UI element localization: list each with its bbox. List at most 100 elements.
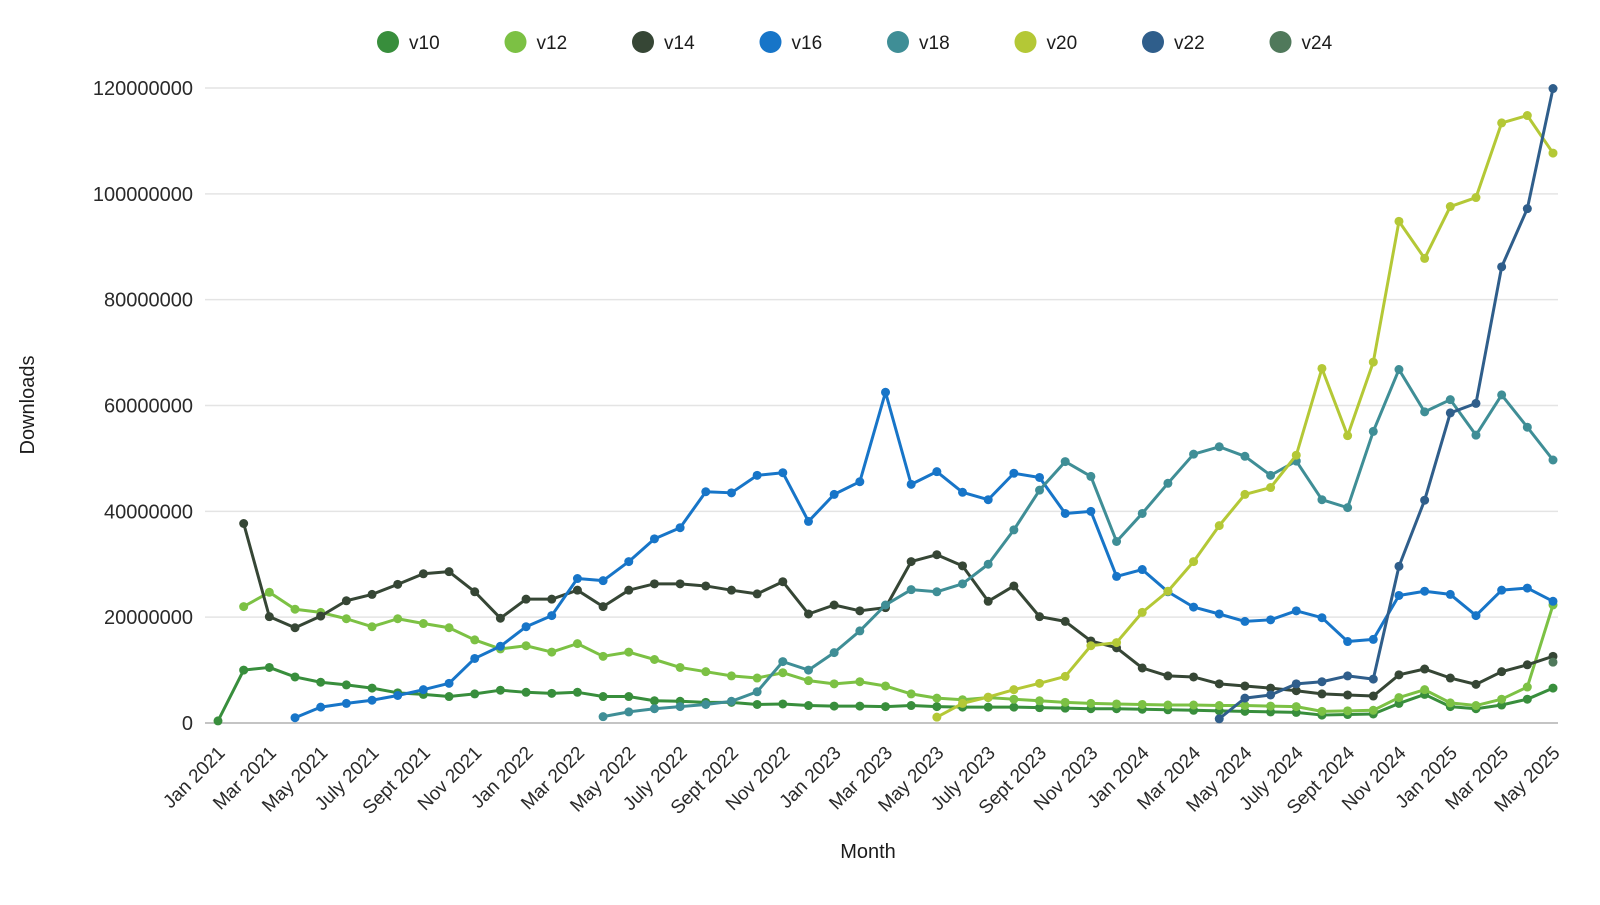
data-point-v12 xyxy=(470,635,480,645)
data-point-v18 xyxy=(1471,430,1481,440)
data-point-v14 xyxy=(572,585,582,595)
data-point-v14 xyxy=(264,612,274,622)
y-tick-label: 120000000 xyxy=(93,78,193,100)
legend-item-v10[interactable]: v10 xyxy=(377,31,440,54)
data-point-v22 xyxy=(1368,674,1378,684)
data-point-v22 xyxy=(1522,204,1532,214)
data-point-v22 xyxy=(1240,693,1250,703)
data-point-v10 xyxy=(521,687,531,697)
data-point-v12 xyxy=(1368,705,1378,715)
data-point-v16 xyxy=(1445,589,1455,599)
data-point-v10 xyxy=(1035,703,1045,713)
data-point-v12 xyxy=(1112,699,1122,709)
data-point-v18 xyxy=(1548,455,1558,465)
data-point-v14 xyxy=(701,581,711,591)
data-point-v16 xyxy=(1060,508,1070,518)
data-point-v18 xyxy=(1035,485,1045,495)
data-point-v20 xyxy=(1368,357,1378,367)
data-point-v20 xyxy=(1445,202,1455,212)
data-point-v16 xyxy=(1471,611,1481,621)
data-point-v12 xyxy=(239,602,249,612)
data-point-v12 xyxy=(1189,700,1199,710)
data-point-v16 xyxy=(1317,613,1327,623)
data-point-v14 xyxy=(1214,679,1224,689)
data-point-v20 xyxy=(1497,118,1507,128)
data-point-v16 xyxy=(1522,583,1532,593)
data-point-v18 xyxy=(1522,422,1532,432)
y-tick-label: 100000000 xyxy=(93,184,193,206)
data-point-v16 xyxy=(444,678,454,688)
data-point-v14 xyxy=(598,602,608,612)
data-point-v18 xyxy=(1060,457,1070,467)
data-point-v12 xyxy=(1394,693,1404,703)
data-point-v18 xyxy=(881,600,890,610)
data-point-v20 xyxy=(1240,489,1250,499)
data-point-v10 xyxy=(316,677,326,687)
data-point-v10 xyxy=(470,689,480,699)
legend-swatch-v24 xyxy=(1269,31,1292,53)
series-line-v16 xyxy=(293,390,1555,720)
legend-swatch-v20 xyxy=(1014,31,1037,53)
legend-item-v22[interactable]: v22 xyxy=(1142,31,1205,54)
x-axis-title: Month xyxy=(840,841,896,863)
data-point-v16 xyxy=(418,685,428,695)
data-point-v16 xyxy=(521,622,531,632)
data-point-v16 xyxy=(1112,571,1122,581)
legend-item-v20[interactable]: v20 xyxy=(1014,31,1078,54)
data-point-v16 xyxy=(393,690,403,700)
legend-swatch-v22 xyxy=(1142,31,1164,53)
data-point-v10 xyxy=(649,696,659,706)
data-point-v10 xyxy=(855,701,865,711)
y-tick-label: 40000000 xyxy=(104,501,193,523)
data-point-v12 xyxy=(1317,706,1327,716)
data-point-v12 xyxy=(752,673,762,683)
data-point-v12 xyxy=(1266,701,1276,711)
data-point-v12 xyxy=(1060,697,1070,707)
data-point-v16 xyxy=(1548,596,1558,606)
data-point-v16 xyxy=(1420,586,1430,596)
data-point-v14 xyxy=(1189,672,1199,682)
data-point-v16 xyxy=(1343,637,1353,647)
data-point-v14 xyxy=(1291,686,1301,696)
legend-item-v24[interactable]: v24 xyxy=(1269,31,1333,54)
data-point-v18 xyxy=(1420,407,1430,417)
data-point-v16 xyxy=(983,495,993,505)
data-point-v12 xyxy=(1471,701,1481,711)
data-point-v14 xyxy=(393,579,403,589)
data-point-v22 xyxy=(1445,408,1455,418)
y-axis-title: Downloads xyxy=(17,356,39,455)
data-point-v18 xyxy=(598,712,608,722)
data-point-v14 xyxy=(1343,690,1353,700)
data-point-v16 xyxy=(1137,565,1147,575)
data-point-v16 xyxy=(1240,616,1250,626)
data-point-v16 xyxy=(290,713,300,723)
series-v22 xyxy=(1214,84,1558,724)
legend-label-v18: v18 xyxy=(919,33,950,54)
data-point-v18 xyxy=(675,702,685,712)
data-point-v18 xyxy=(1240,451,1250,461)
y-tick-labels: 0 20000000 40000000 60000000 80000000 1000000… xyxy=(93,78,193,735)
legend-label-v10: v10 xyxy=(409,33,440,54)
legend-item-v16[interactable]: v16 xyxy=(759,31,823,54)
legend-item-v14[interactable]: v14 xyxy=(632,31,695,54)
series-line-v14 xyxy=(242,522,1555,698)
data-point-v16 xyxy=(367,695,377,705)
data-point-v16 xyxy=(316,702,326,712)
legend-label-v24: v24 xyxy=(1302,33,1333,54)
data-point-v20 xyxy=(1420,253,1430,263)
data-point-v14 xyxy=(521,594,531,604)
data-point-v14 xyxy=(1009,581,1019,591)
data-point-v10 xyxy=(803,701,813,711)
legend-swatch-v14 xyxy=(632,31,654,53)
data-point-v20 xyxy=(1035,678,1045,688)
legend-item-v18[interactable]: v18 xyxy=(887,31,950,54)
data-point-v20 xyxy=(1060,671,1070,681)
data-point-v20 xyxy=(1163,586,1173,596)
data-point-v16 xyxy=(598,576,608,586)
data-point-v14 xyxy=(239,519,249,529)
data-point-v14 xyxy=(547,594,557,604)
data-point-v10 xyxy=(444,692,454,702)
legend-item-v12[interactable]: v12 xyxy=(504,31,568,54)
data-point-v12 xyxy=(1240,701,1250,711)
